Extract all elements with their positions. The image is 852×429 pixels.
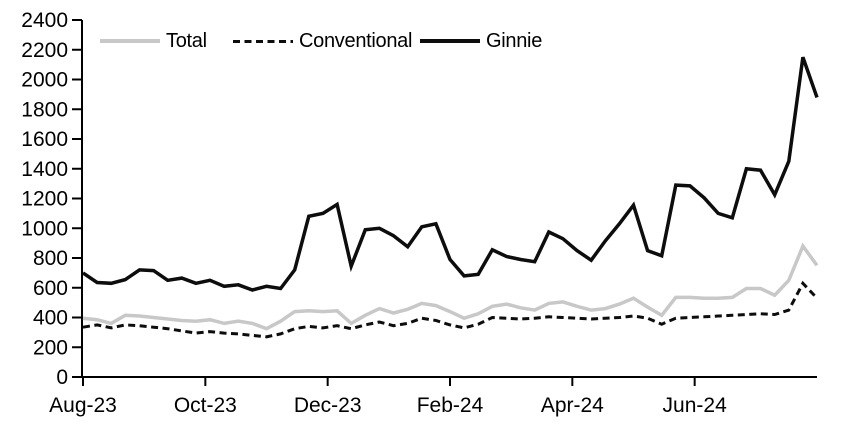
total-line-swatch	[100, 39, 160, 43]
y-tick-label: 600	[33, 277, 68, 300]
series-line-total	[82, 242, 819, 331]
y-tick-label: 2000	[21, 69, 68, 92]
ginnie-line-swatch	[420, 39, 480, 43]
legend-item-conventional: Conventional	[233, 30, 412, 52]
y-tick-label: 0	[56, 366, 68, 389]
y-tick-label: 1400	[21, 158, 68, 181]
y-tick-label: 800	[33, 247, 68, 270]
legend-label-conventional: Conventional	[299, 30, 413, 52]
y-tick-label: 200	[33, 336, 68, 359]
x-tick-label: Jun-24	[663, 394, 728, 417]
x-tick-label: Aug-23	[49, 394, 117, 417]
y-tick-label: 1600	[21, 128, 68, 151]
y-tick-label: 2200	[21, 39, 68, 62]
series-line-ginnie	[82, 56, 819, 292]
x-tick-label: Oct-23	[174, 394, 237, 417]
y-tick-label: 400	[33, 307, 68, 330]
y-tick-label: 1800	[21, 98, 68, 121]
y-tick-label: 1200	[21, 188, 68, 211]
conventional-line-swatch	[233, 39, 293, 43]
x-tick-label: Dec-23	[294, 394, 362, 417]
legend-item-ginnie: Ginnie	[420, 30, 542, 52]
y-tick-label: 1000	[21, 217, 68, 240]
series-line-conventional	[82, 280, 819, 339]
x-tick-label: Feb-24	[417, 394, 484, 417]
x-tick-label: Apr-24	[541, 394, 604, 417]
legend-label-ginnie: Ginnie	[486, 30, 543, 52]
legend-label-total: Total	[166, 30, 207, 52]
legend-item-total: Total	[100, 30, 207, 52]
y-tick-label: 2400	[21, 9, 68, 32]
